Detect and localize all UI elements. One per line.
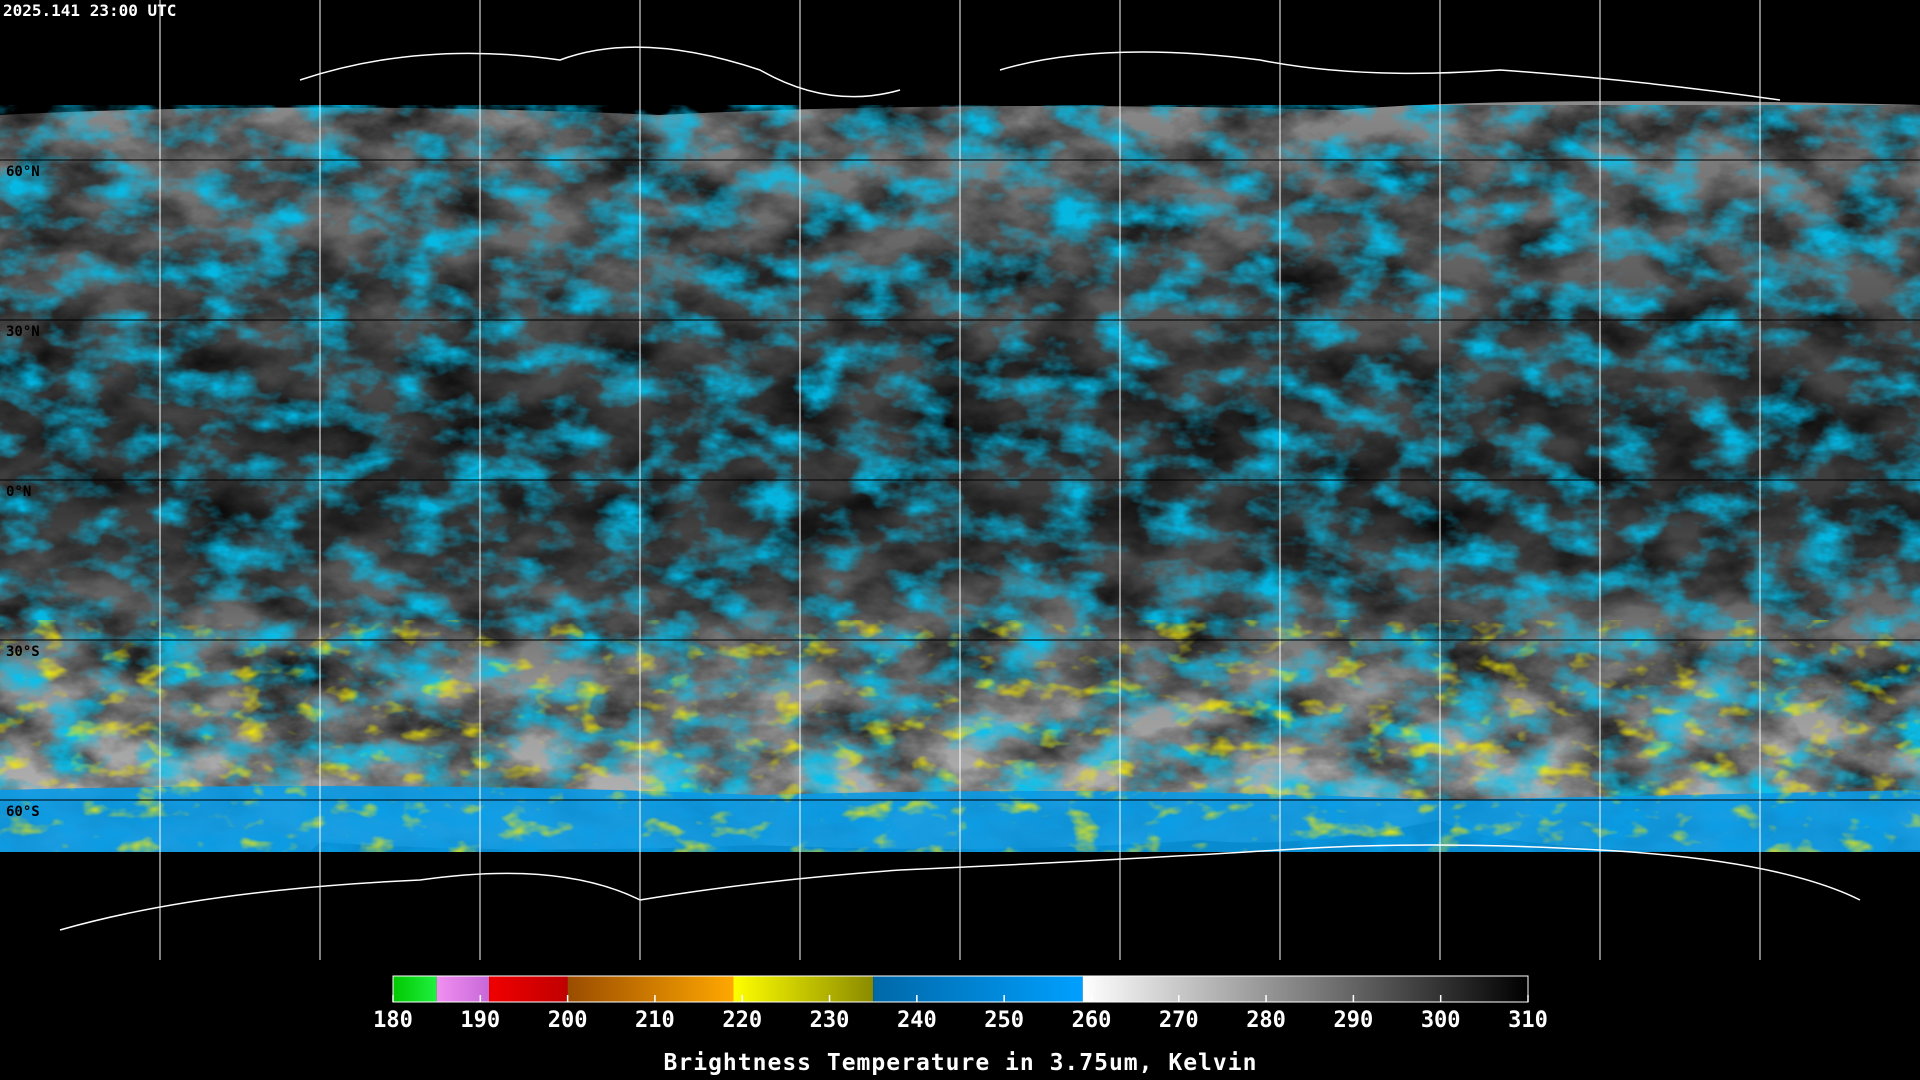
latitude-label: 30°S	[6, 644, 40, 660]
colorbar-tick-label: 300	[1421, 1008, 1461, 1033]
latitude-labels: 60°N 30°N 0°N 30°S 60°S	[6, 164, 40, 820]
colorbar-tick-label: 270	[1159, 1008, 1199, 1033]
colorbar-tick-label: 260	[1072, 1008, 1112, 1033]
colorbar: 180 190 200 210 220 230 240 250 260 270 280 290 300 3…	[373, 975, 1548, 1076]
colorbar-tick-label: 220	[722, 1008, 762, 1033]
colorbar-tick-label: 190	[460, 1008, 500, 1033]
colorbar-title: Brightness Temperature in 3.75um, Kelvin	[664, 1050, 1258, 1076]
colorbar-tick-label: 310	[1508, 1008, 1548, 1033]
graticule	[159, 0, 1761, 960]
colorbar-segment	[489, 976, 568, 1002]
colorbar-tick-label: 180	[373, 1008, 413, 1033]
latitude-label: 30°N	[6, 324, 40, 340]
colorbar-segment	[393, 976, 437, 1002]
latitude-label: 60°N	[6, 164, 40, 180]
colorbar-tick-label: 280	[1246, 1008, 1286, 1033]
colorbar-tick-label: 290	[1334, 1008, 1374, 1033]
colorbar-tick-label: 230	[810, 1008, 850, 1033]
colorbar-tick-label: 240	[897, 1008, 937, 1033]
colorbar-segment	[567, 976, 734, 1002]
colorbar-tick-label: 250	[984, 1008, 1024, 1033]
latitude-label: 60°S	[6, 804, 40, 820]
colorbar-tick-label: 200	[548, 1008, 588, 1033]
colorbar-frame	[392, 975, 1529, 1003]
timestamp: 2025.141 23:00 UTC	[3, 1, 176, 20]
colorbar-segment	[1082, 976, 1528, 1002]
latitude-label: 0°N	[6, 484, 31, 500]
colorbar-tick-label: 210	[635, 1008, 675, 1033]
colorbar-segment	[733, 976, 874, 1002]
colorbar-segment	[436, 976, 490, 1002]
colorbar-segment	[873, 976, 1083, 1002]
